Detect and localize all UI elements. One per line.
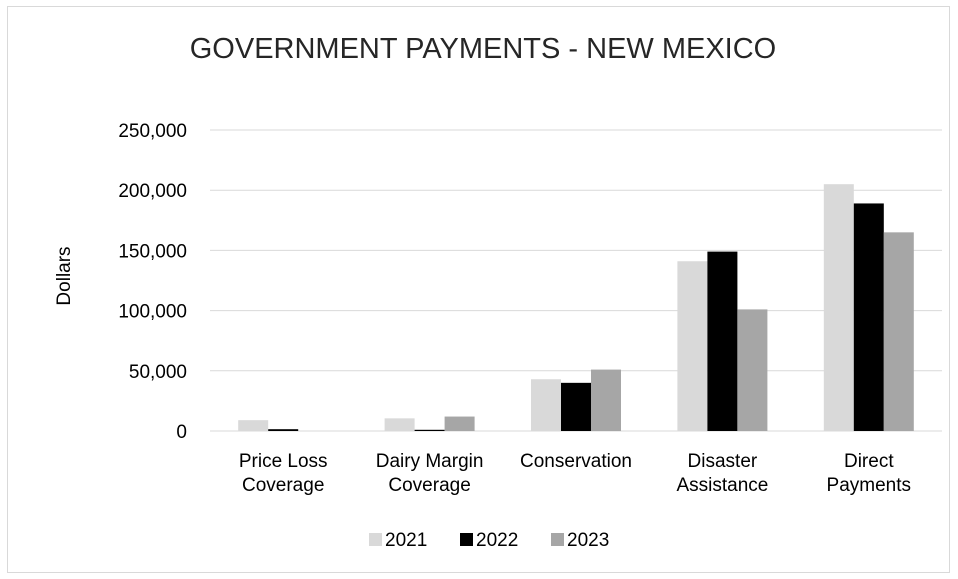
x-category-label: Conservation bbox=[520, 451, 632, 472]
bar-2021 bbox=[823, 184, 854, 431]
chart-frame bbox=[7, 6, 950, 573]
y-tick-label: 0 bbox=[176, 422, 187, 443]
bar-2022 bbox=[707, 251, 738, 431]
y-axis-label: Dollars bbox=[54, 246, 75, 305]
legend-swatch bbox=[551, 533, 564, 546]
y-tick-label: 250,000 bbox=[118, 121, 187, 142]
bar-2022 bbox=[414, 429, 445, 431]
bar-2022 bbox=[268, 429, 299, 431]
bar-2021 bbox=[677, 261, 708, 431]
legend-item-2023: 2023 bbox=[551, 530, 609, 551]
bar-2022 bbox=[853, 203, 884, 431]
bar-2022 bbox=[561, 382, 591, 431]
legend-label: 2022 bbox=[476, 530, 518, 551]
x-category-labels: Price Loss Coverage Dairy Margin Coverage Co… bbox=[239, 451, 911, 496]
bars bbox=[238, 184, 914, 431]
legend-swatch bbox=[460, 533, 473, 546]
gridlines bbox=[210, 129, 942, 432]
bar-2021 bbox=[238, 420, 269, 431]
bar-2021 bbox=[531, 379, 561, 431]
x-category-label: Direct Payments bbox=[827, 451, 911, 496]
y-tick-label: 50,000 bbox=[129, 362, 187, 383]
legend-swatch bbox=[369, 533, 382, 546]
legend-label: 2023 bbox=[567, 530, 609, 551]
legend-item-2021: 2021 bbox=[369, 530, 427, 551]
chart-title: GOVERNMENT PAYMENTS - NEW MEXICO bbox=[190, 33, 777, 65]
y-tick-labels: 0 50,000 100,000 150,000 200,000 250,000 bbox=[118, 121, 187, 443]
bar-2021 bbox=[384, 418, 415, 431]
bar-2023 bbox=[737, 309, 768, 431]
x-category-label: Dairy Margin Coverage bbox=[376, 451, 484, 496]
legend: 2021 2022 2023 bbox=[369, 530, 609, 551]
legend-item-2022: 2022 bbox=[460, 530, 518, 551]
bar-2023 bbox=[883, 232, 914, 431]
bar-2023 bbox=[444, 416, 475, 431]
x-category-label: Price Loss Coverage bbox=[239, 451, 328, 496]
y-tick-label: 150,000 bbox=[118, 241, 187, 262]
y-tick-label: 100,000 bbox=[118, 302, 187, 323]
bar-2023 bbox=[591, 369, 621, 431]
legend-label: 2021 bbox=[385, 530, 427, 551]
x-category-label: Disaster Assistance bbox=[676, 451, 768, 496]
y-tick-label: 200,000 bbox=[118, 181, 187, 202]
